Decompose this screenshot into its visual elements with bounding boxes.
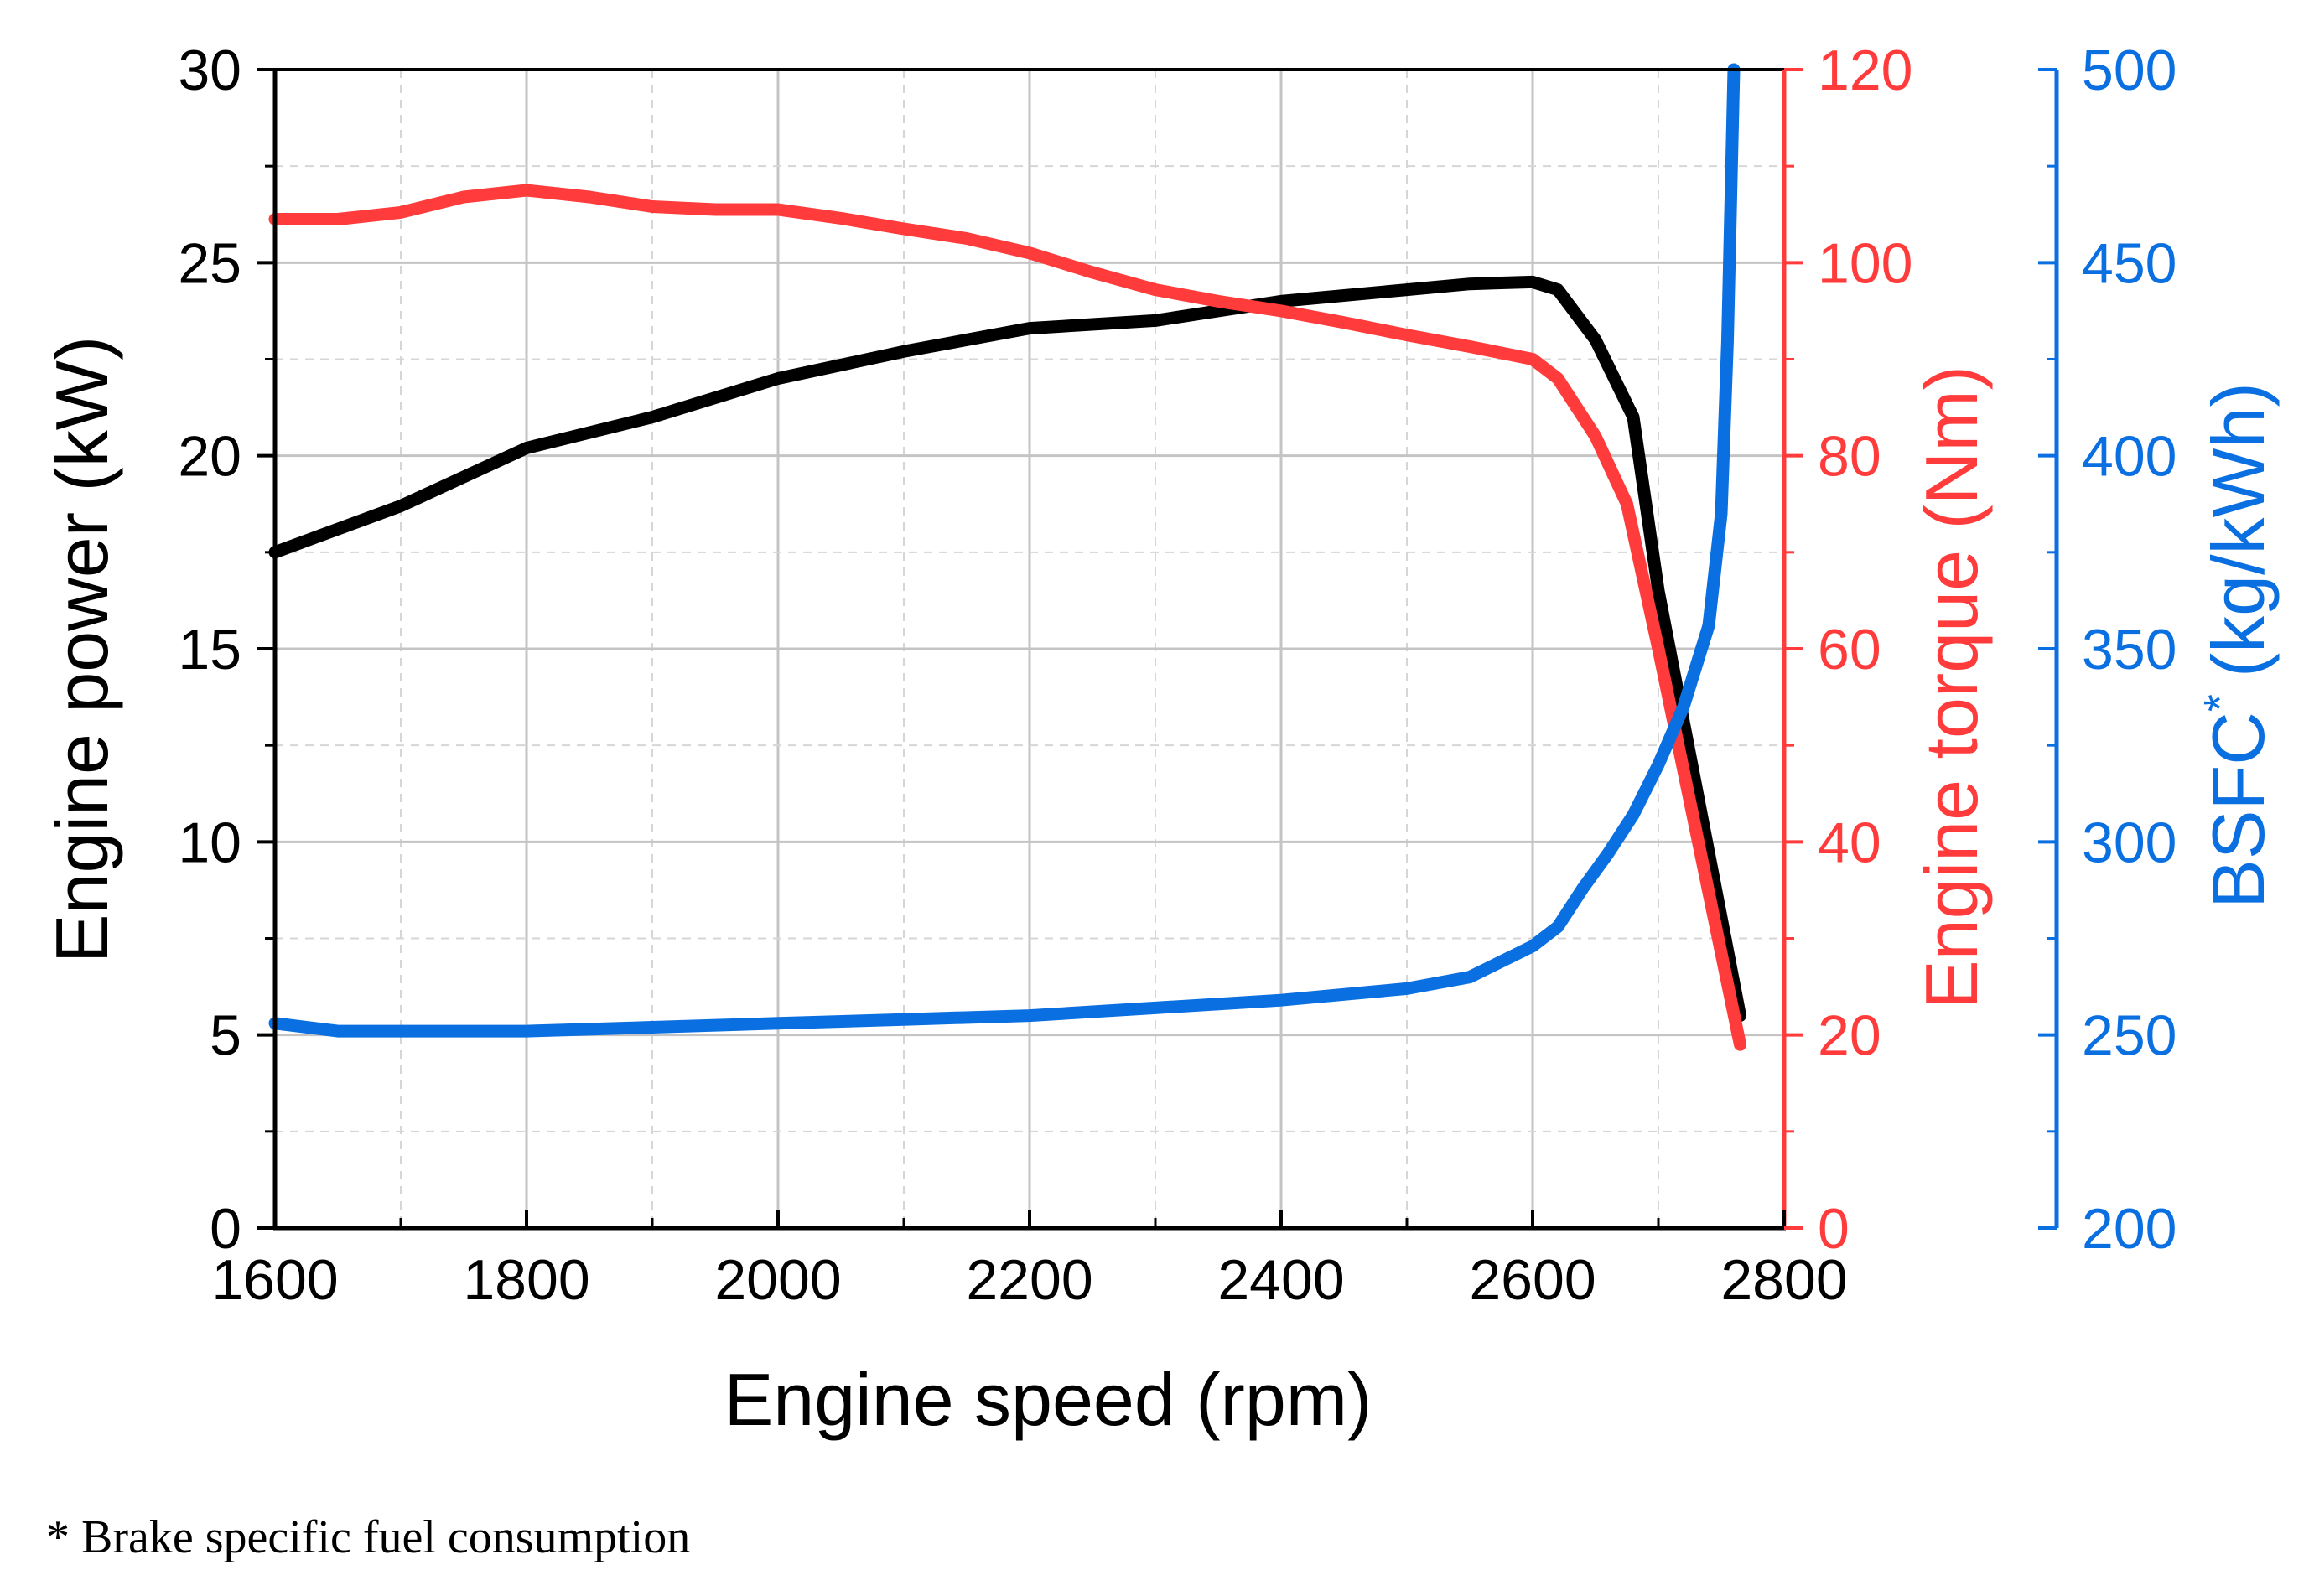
power-tick-label: 5: [210, 1004, 241, 1068]
x-tick-label: 2800: [1720, 1248, 1847, 1312]
power-tick-label: 15: [178, 618, 241, 681]
bsfc-tick-label: 300: [2082, 811, 2177, 874]
x-tick-label: 1600: [211, 1248, 338, 1312]
torque-tick-label: 60: [1818, 618, 1881, 681]
bsfc-label: BSFC: [2197, 712, 2280, 909]
power-axis-title: Engine power (kW): [40, 336, 123, 963]
x-tick-label: 2200: [966, 1248, 1092, 1312]
grid: [275, 70, 1784, 1228]
bsfc-tick-label: 500: [2082, 39, 2177, 102]
bsfc-label-asterisk: *: [2195, 694, 2245, 712]
power-tick-label: 0: [210, 1197, 241, 1261]
series-line-engine-power: [268, 275, 1746, 1023]
power-tick-label: 20: [178, 425, 241, 489]
footnote: * Brake specific fuel consumption: [46, 1511, 690, 1563]
torque-tick-label: 100: [1818, 231, 1912, 295]
series-line-engine-torque: [268, 184, 1746, 1051]
torque-tick-label: 40: [1818, 811, 1881, 874]
x-tick-label: 1800: [463, 1248, 589, 1312]
bsfc-axis-title: BSFC* (kg/kWh): [2195, 382, 2280, 909]
bsfc-tick-label: 450: [2082, 231, 2177, 295]
series-line-bsfc: [268, 63, 1741, 1038]
bsfc-tick-label: 400: [2082, 425, 2177, 489]
bsfc-tick-label: 250: [2082, 1004, 2177, 1068]
torque-tick-label: 120: [1818, 39, 1912, 102]
power-tick-label: 30: [178, 39, 241, 102]
ticks: 1600 1800 2000 2200 2400 2600 2800051015202530…: [178, 39, 2177, 1312]
power-tick-label: 10: [178, 811, 241, 874]
x-axis-title: Engine speed (rpm): [724, 1358, 1372, 1441]
torque-tick-label: 0: [1818, 1197, 1850, 1261]
bsfc-tick-label: 350: [2082, 618, 2177, 681]
bsfc-label-unit: (kg/kWh): [2197, 382, 2280, 677]
torque-tick-label: 20: [1818, 1004, 1881, 1068]
x-tick-label: 2600: [1469, 1248, 1596, 1312]
torque-tick-label: 80: [1818, 425, 1881, 489]
series-lines: [268, 63, 1746, 1051]
x-tick-label: 2400: [1217, 1248, 1344, 1312]
bsfc-tick-label: 200: [2082, 1197, 2177, 1261]
x-tick-label: 2000: [714, 1248, 841, 1312]
torque-axis-title: Engine torque (Nm): [1910, 365, 1993, 1009]
power-tick-label: 25: [178, 231, 241, 295]
